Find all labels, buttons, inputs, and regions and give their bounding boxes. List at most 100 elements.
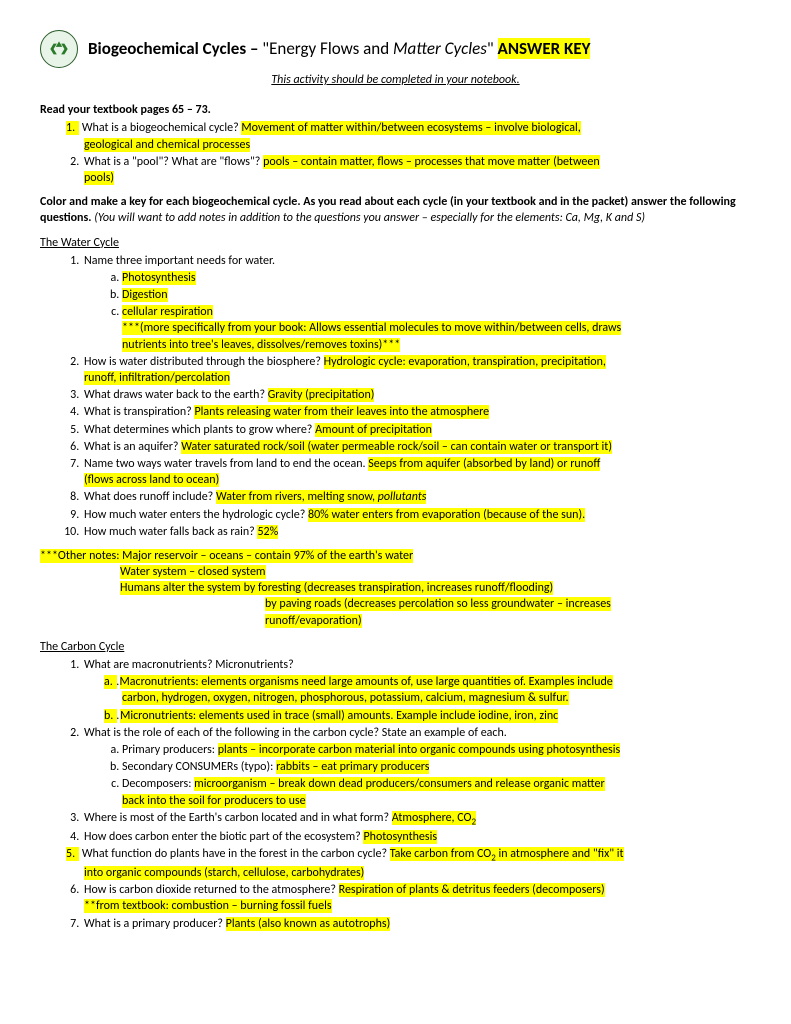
carbon-q3-sub: 2 xyxy=(472,816,477,827)
carbon-q5-a1: Take carbon from CO xyxy=(390,847,491,861)
intro-block-1: Read your textbook pages 65 – 73. 1. Wha… xyxy=(40,102,751,186)
water-q1c-text: cellular respiration xyxy=(122,305,213,319)
carbon-q7: What is a primary producer? Plants (also… xyxy=(82,916,751,932)
water-q6-a: Water saturated rock/soil (water permeab… xyxy=(181,440,612,454)
water-q2-a2: runoff, infiltration/percolation xyxy=(84,371,230,385)
carbon-q2c-a2: back into the soil for producers to use xyxy=(122,794,306,808)
carbon-q7-a: Plants (also known as autotrophs) xyxy=(226,917,391,931)
water-heading: The Water Cycle xyxy=(40,235,751,251)
q2: What is a "pool"? What are "flows"? pool… xyxy=(82,154,751,186)
water-q8-a1: Water from rivers, melting snow, xyxy=(216,490,378,504)
carbon-q6: How is carbon dioxide returned to the at… xyxy=(82,882,751,914)
carbon-q4-text: How does carbon enter the biotic part of… xyxy=(84,830,363,844)
carbon-q5-a3: into organic compounds (starch, cellulos… xyxy=(84,866,364,880)
intro-list: 1. What is a biogeochemical cycle? Movem… xyxy=(40,120,751,186)
water-notes5: runoff/evaporation) xyxy=(265,614,362,628)
water-notes1: ***Other notes: Major reservoir – oceans… xyxy=(40,549,413,563)
water-list: Name three important needs for water. Ph… xyxy=(40,253,751,540)
water-q10: How much water falls back as rain? 52% xyxy=(82,524,751,540)
carbon-q6-text: How is carbon dioxide returned to the at… xyxy=(84,883,339,897)
subtitle: This activity should be completed in you… xyxy=(40,72,751,88)
carbon-q3-a: Atmosphere, CO xyxy=(392,811,472,825)
q1: 1. What is a biogeochemical cycle? Movem… xyxy=(82,120,751,152)
water-q1a-text: Photosynthesis xyxy=(122,271,196,285)
intro2-italic: (You will want to add notes in addition … xyxy=(94,211,645,225)
title-quote2: " xyxy=(487,38,498,59)
water-q1b-text: Digestion xyxy=(122,288,168,302)
water-q8-a2: pollutants xyxy=(378,490,427,504)
carbon-q1: What are macronutrients? Micronutrients?… xyxy=(82,657,751,724)
water-q5-text: What determines which plants to grow whe… xyxy=(84,423,315,437)
carbon-q7-text: What is a primary producer? xyxy=(84,917,226,931)
q2-answer2: pools) xyxy=(84,171,114,185)
water-q9: How much water enters the hydrologic cyc… xyxy=(82,507,751,523)
carbon-q1-text: What are macronutrients? Micronutrients? xyxy=(84,658,294,672)
water-q2-text: How is water distributed through the bio… xyxy=(84,355,324,369)
water-q2: How is water distributed through the bio… xyxy=(82,354,751,386)
carbon-q4-a: Photosynthesis xyxy=(363,830,437,844)
water-notes3: Humans alter the system by foresting (de… xyxy=(120,581,553,595)
water-q10-a: 52% xyxy=(257,525,278,539)
water-q8-text: What does runoff include? xyxy=(84,490,216,504)
water-q8: What does runoff include? Water from riv… xyxy=(82,489,751,505)
water-notes: ***Other notes: Major reservoir – oceans… xyxy=(40,548,751,629)
water-q3-a: Gravity (precipitation) xyxy=(268,388,375,402)
water-q5: What determines which plants to grow whe… xyxy=(82,422,751,438)
water-q7: Name two ways water travels from land to… xyxy=(82,456,751,488)
carbon-q1b-text: Micronutrients: elements used in trace (… xyxy=(120,709,558,723)
title-part1: Biogeochemical Cycles – xyxy=(88,38,262,59)
title-italic: Matter Cycles xyxy=(393,38,487,59)
title-light: Energy Flows and xyxy=(269,38,393,59)
carbon-q2-sublist: Primary producers: plants – incorporate … xyxy=(84,742,751,809)
q2-text: What is a "pool"? What are "flows"? xyxy=(84,155,263,169)
header: Biogeochemical Cycles – " Energy Flows an… xyxy=(40,30,751,68)
q2-answer1: pools – contain matter, flows – processe… xyxy=(263,155,600,169)
intro1-heading: Read your textbook pages 65 – 73. xyxy=(40,102,751,118)
q1-answer2: geological and chemical processes xyxy=(84,138,250,152)
carbon-q6-a: Respiration of plants & detritus feeders… xyxy=(339,883,605,897)
carbon-q2c: Decomposers: microorganism – break down … xyxy=(122,776,751,808)
intro-block-2: Color and make a key for each biogeochem… xyxy=(40,194,751,226)
carbon-heading: The Carbon Cycle xyxy=(40,639,751,655)
carbon-q1a-2: carbon, hydrogen, oxygen, nitrogen, phos… xyxy=(122,691,569,705)
carbon-q2: What is the role of each of the followin… xyxy=(82,725,751,809)
answer-key-badge: ANSWER KEY xyxy=(498,38,591,59)
carbon-q2b-a: rabbits – eat primary producers xyxy=(276,760,429,774)
water-q1-sublist: Photosynthesis Digestion cellular respir… xyxy=(84,270,751,353)
carbon-q2a-a: plants – incorporate carbon material int… xyxy=(218,743,620,757)
carbon-q4: How does carbon enter the biotic part of… xyxy=(82,829,751,845)
water-q1: Name three important needs for water. Ph… xyxy=(82,253,751,353)
q1-answer1: Movement of matter within/between ecosys… xyxy=(241,121,580,135)
carbon-q6-b: **from textbook: combustion – burning fo… xyxy=(84,899,332,913)
water-q4-text: What is transpiration? xyxy=(84,405,194,419)
water-notes2: Water system – closed system xyxy=(120,565,266,579)
water-q7-a2: (flows across land to ocean) xyxy=(84,473,219,487)
water-q6: What is an aquifer? Water saturated rock… xyxy=(82,439,751,455)
water-q7-a1: Seeps from aquifer (absorbed by land) or… xyxy=(368,457,600,471)
carbon-q2a-q: Primary producers: xyxy=(122,743,218,757)
carbon-q2b-q: Secondary CONSUMERs (typo): xyxy=(122,760,276,774)
water-q2-a1: Hydrologic cycle: evaporation, transpira… xyxy=(324,355,606,369)
water-q1-note2: nutrients into tree's leaves, dissolves/… xyxy=(122,338,400,352)
water-q6-text: What is an aquifer? xyxy=(84,440,181,454)
water-cycle-section: The Water Cycle Name three important nee… xyxy=(40,235,751,629)
water-q10-text: How much water falls back as rain? xyxy=(84,525,257,539)
carbon-q3-text: Where is most of the Earth's carbon loca… xyxy=(84,811,392,825)
page-title: Biogeochemical Cycles – " Energy Flows an… xyxy=(88,38,590,61)
water-q1-text: Name three important needs for water. xyxy=(84,254,275,268)
water-q4: What is transpiration? Plants releasing … xyxy=(82,404,751,420)
water-q9-text: How much water enters the hydrologic cyc… xyxy=(84,508,308,522)
carbon-q3: Where is most of the Earth's carbon loca… xyxy=(82,810,751,829)
water-q1c: cellular respiration ***(more specifical… xyxy=(122,304,751,353)
carbon-q5-text: What function do plants have in the fore… xyxy=(82,847,390,861)
water-q7-text: Name two ways water travels from land to… xyxy=(84,457,368,471)
carbon-cycle-section: The Carbon Cycle What are macronutrients… xyxy=(40,639,751,932)
carbon-q2c-a1: microorganism – break down dead producer… xyxy=(194,777,605,791)
carbon-q2c-q: Decomposers: xyxy=(122,777,194,791)
recycle-icon xyxy=(40,30,78,68)
carbon-q5-a2: in atmosphere and "fix" it xyxy=(496,847,624,861)
carbon-list: What are macronutrients? Micronutrients?… xyxy=(40,657,751,932)
water-q4-a: Plants releasing water from their leaves… xyxy=(194,405,489,419)
q1-text: What is a biogeochemical cycle? xyxy=(82,121,242,135)
carbon-q1a: a. Macronutrients: elements organisms ne… xyxy=(122,674,751,706)
